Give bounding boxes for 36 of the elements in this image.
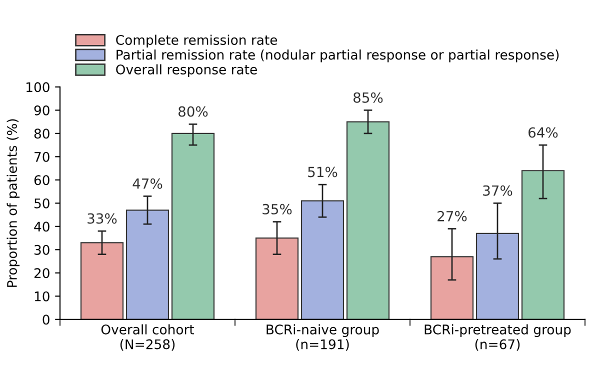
bar — [255, 237, 299, 320]
bar — [126, 210, 170, 320]
y-tick-label: 90 — [34, 105, 50, 116]
y-tick-label: 60 — [34, 175, 50, 186]
data-label: 27% — [438, 210, 467, 222]
x-tick-label: BCRi-naive group (n=191) — [266, 324, 379, 351]
y-tick-label: 0 — [42, 314, 50, 325]
bar — [476, 232, 520, 320]
y-tick-label: 40 — [34, 222, 50, 232]
bar — [521, 170, 565, 320]
data-label: 51% — [308, 166, 338, 178]
x-tick-label: Overall cohort (N=258) — [101, 324, 194, 351]
data-label: 37% — [483, 185, 512, 196]
bar — [80, 242, 124, 320]
legend-label: Overall response rate — [116, 64, 257, 78]
y-tick-label: 20 — [34, 268, 50, 278]
legend-label: Complete remission rate — [116, 34, 278, 48]
data-label: 35% — [262, 204, 292, 214]
y-axis-title: Proportion of patients (%) — [6, 119, 20, 287]
legend-label: Partial remission rate (nodular partial response or partial response) — [116, 49, 559, 62]
y-tick-label: 70 — [34, 152, 50, 162]
y-tick-label: 100 — [26, 82, 50, 92]
data-label: 47% — [132, 178, 162, 189]
y-tick-label: 30 — [34, 244, 50, 255]
x-tick-label: BCRi-pretreated group (n=67) — [424, 324, 571, 351]
data-label: 80% — [178, 106, 208, 117]
data-label: 64% — [528, 127, 558, 138]
y-tick-label: 50 — [34, 198, 50, 208]
data-label: 85% — [354, 92, 383, 103]
bar — [300, 200, 344, 320]
bar — [171, 132, 215, 320]
bar — [346, 121, 390, 320]
y-tick-label: 10 — [34, 291, 50, 302]
data-label: 33% — [88, 213, 117, 224]
bar — [430, 256, 474, 320]
y-tick-label: 80 — [34, 128, 50, 139]
